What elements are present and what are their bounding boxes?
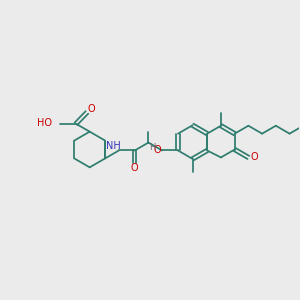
Text: HO: HO <box>37 118 52 128</box>
Text: O: O <box>131 163 139 173</box>
Text: NH: NH <box>106 140 120 151</box>
Text: O: O <box>87 104 95 115</box>
Text: H: H <box>149 143 156 152</box>
Text: O: O <box>153 145 161 154</box>
Text: O: O <box>250 152 258 162</box>
